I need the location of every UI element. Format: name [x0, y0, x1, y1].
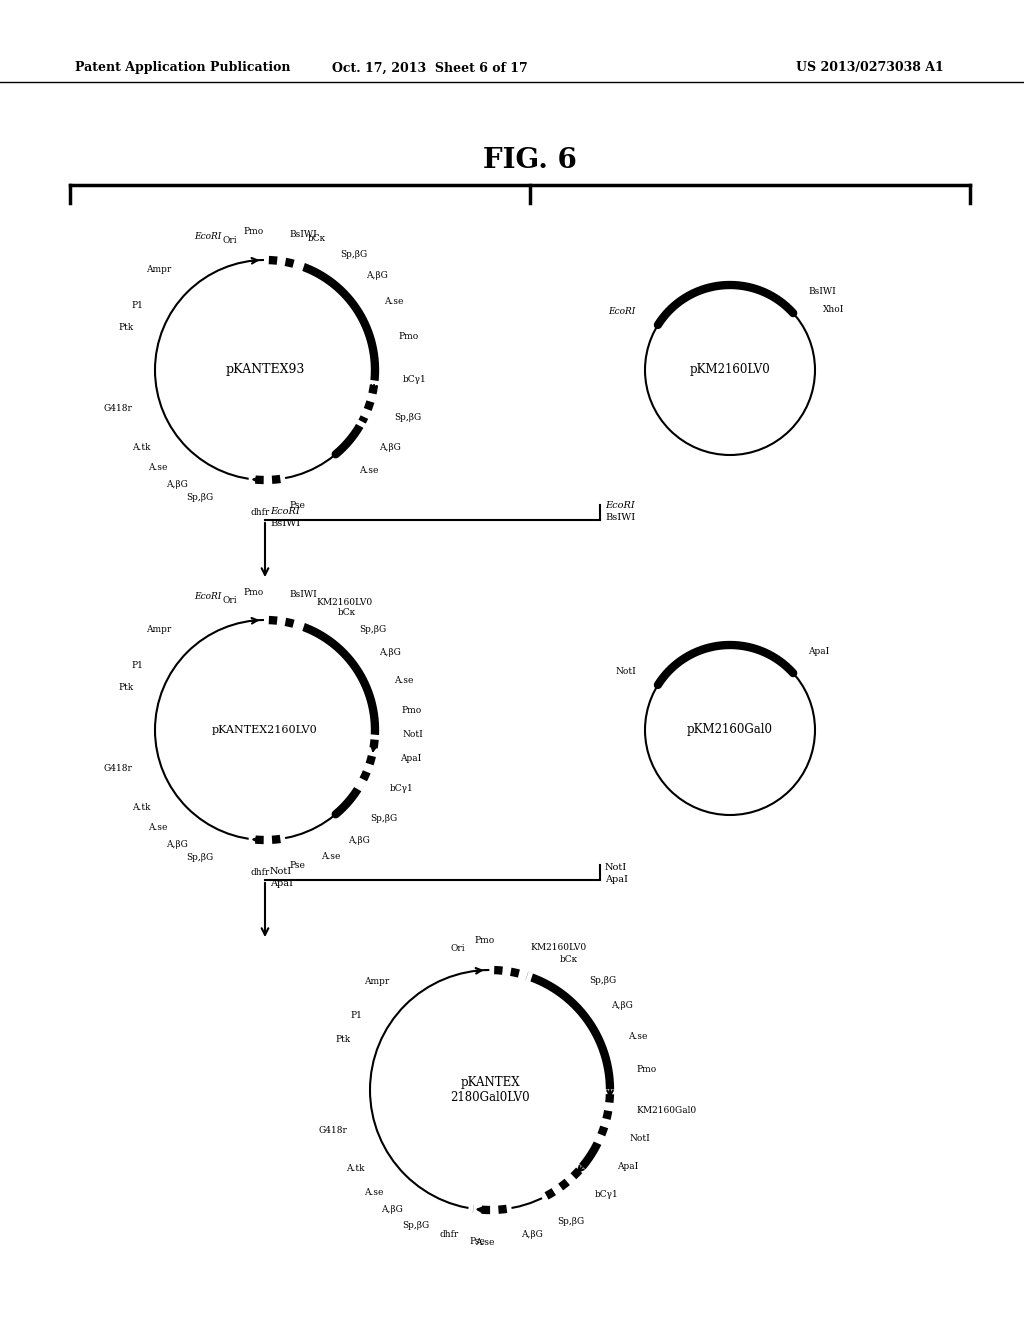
- Text: NotI: NotI: [270, 867, 292, 876]
- Text: A,βG: A,βG: [381, 1205, 403, 1214]
- Text: Pmo: Pmo: [399, 333, 419, 341]
- Text: P1: P1: [131, 301, 143, 310]
- Text: G418r: G418r: [318, 1126, 348, 1135]
- Text: Pmo: Pmo: [243, 227, 263, 235]
- Text: NotI: NotI: [605, 863, 628, 873]
- Text: Pmo: Pmo: [243, 587, 263, 597]
- Text: Sp,βG: Sp,βG: [371, 814, 398, 824]
- Text: Ampr: Ampr: [145, 624, 171, 634]
- Text: P1: P1: [131, 661, 143, 669]
- Text: A.se: A.se: [384, 297, 403, 305]
- Text: A,βG: A,βG: [348, 836, 370, 845]
- Text: BsIWI: BsIWI: [289, 230, 316, 239]
- Text: EcoRI: EcoRI: [195, 593, 222, 602]
- Text: Ptk: Ptk: [336, 1035, 351, 1044]
- Text: ApaI: ApaI: [809, 647, 829, 656]
- Text: A.se: A.se: [359, 466, 379, 475]
- Text: G418r: G418r: [103, 763, 132, 772]
- Text: Sp,βG: Sp,βG: [186, 494, 213, 503]
- Text: Ori: Ori: [223, 236, 238, 246]
- Text: NotI: NotI: [615, 667, 636, 676]
- Text: FIG. 6: FIG. 6: [483, 147, 577, 173]
- Text: bCγ1: bCγ1: [595, 1191, 618, 1199]
- Text: Sp,βG: Sp,βG: [402, 1221, 430, 1230]
- Text: ApaI: ApaI: [400, 754, 421, 763]
- Text: A.se: A.se: [148, 824, 167, 832]
- Text: Pse: Pse: [289, 862, 305, 870]
- Text: Pmo: Pmo: [475, 936, 495, 945]
- Text: EcoRI: EcoRI: [195, 232, 222, 242]
- Text: pKM2160Gal0: pKM2160Gal0: [687, 723, 773, 737]
- Text: Sp,βG: Sp,βG: [359, 624, 386, 634]
- Text: A.se: A.se: [148, 463, 167, 473]
- Text: A,βG: A,βG: [611, 1001, 633, 1010]
- Text: EcoRI: EcoRI: [270, 507, 300, 516]
- Text: G418r: G418r: [103, 404, 132, 413]
- Text: A.se: A.se: [475, 1238, 495, 1247]
- Text: Sp,βG: Sp,βG: [394, 413, 422, 421]
- Text: EcoRI: EcoRI: [608, 306, 636, 315]
- Text: pKM2160LV0: pKM2160LV0: [689, 363, 770, 376]
- Text: A.se: A.se: [628, 1032, 647, 1041]
- Text: ApaI: ApaI: [270, 879, 293, 888]
- Text: BsIWI: BsIWI: [270, 519, 300, 528]
- Text: pKANTEX
2180Gal0LV0: pKANTEX 2180Gal0LV0: [451, 1076, 529, 1104]
- Text: dhfr: dhfr: [251, 869, 269, 876]
- Text: Oct. 17, 2013  Sheet 6 of 17: Oct. 17, 2013 Sheet 6 of 17: [332, 62, 528, 74]
- Text: Ptk: Ptk: [119, 323, 134, 331]
- Text: Pse: Pse: [289, 502, 305, 511]
- Text: bCγ1: bCγ1: [402, 375, 426, 384]
- Text: bCκ: bCκ: [338, 609, 356, 618]
- Text: BsIWI: BsIWI: [809, 286, 837, 296]
- Text: Patent Application Publication: Patent Application Publication: [75, 62, 291, 74]
- Text: Sp,βG: Sp,βG: [589, 975, 616, 985]
- Text: Ptk: Ptk: [119, 682, 134, 692]
- Text: Sp,βG: Sp,βG: [186, 854, 213, 862]
- Text: A.se: A.se: [365, 1188, 384, 1197]
- Text: Ori: Ori: [451, 944, 465, 953]
- Text: P1: P1: [350, 1011, 361, 1020]
- Text: pKANTEX93: pKANTEX93: [225, 363, 305, 376]
- Text: dhfr: dhfr: [251, 508, 269, 517]
- Text: bCκ: bCκ: [559, 954, 578, 964]
- Text: Sp,βG: Sp,βG: [557, 1217, 585, 1226]
- Text: Pmo: Pmo: [637, 1065, 656, 1074]
- Text: US 2013/0273038 A1: US 2013/0273038 A1: [796, 62, 944, 74]
- Text: A,βG: A,βG: [166, 840, 187, 849]
- Text: XhoI: XhoI: [823, 305, 845, 314]
- Text: A,βG: A,βG: [521, 1230, 543, 1239]
- Text: NotI: NotI: [630, 1134, 650, 1143]
- Text: A,βG: A,βG: [366, 272, 388, 280]
- Text: pKANTEX2160LV0: pKANTEX2160LV0: [212, 725, 317, 735]
- Text: A.tk: A.tk: [132, 803, 151, 812]
- Text: A.tk: A.tk: [132, 442, 151, 451]
- Text: A.tk: A.tk: [346, 1164, 365, 1173]
- Text: Sp,βG: Sp,βG: [340, 249, 368, 259]
- Text: BsIWI: BsIWI: [605, 513, 635, 521]
- Text: Ampr: Ampr: [145, 264, 171, 273]
- Text: NotI: NotI: [402, 730, 424, 739]
- Text: ApaI: ApaI: [605, 875, 628, 884]
- Text: A.se: A.se: [394, 676, 414, 685]
- Text: A,βG: A,βG: [166, 480, 187, 488]
- Text: Ori: Ori: [223, 597, 238, 606]
- Text: dhfr: dhfr: [440, 1230, 459, 1239]
- Text: bCκ: bCκ: [307, 234, 326, 243]
- Text: Ampr: Ampr: [364, 977, 389, 986]
- Text: Pse: Pse: [469, 1237, 485, 1246]
- Text: KM2160LV0: KM2160LV0: [316, 598, 373, 607]
- Text: A,βG: A,βG: [380, 648, 401, 657]
- Text: KM2160Gal0: KM2160Gal0: [637, 1106, 696, 1115]
- Text: KM2160LV0: KM2160LV0: [530, 944, 587, 952]
- Text: BsIWI: BsIWI: [289, 590, 316, 598]
- Text: EcoRI: EcoRI: [605, 502, 635, 510]
- Text: bCγ1: bCγ1: [390, 784, 414, 793]
- Text: A,βG: A,βG: [380, 442, 401, 451]
- Text: Pmo: Pmo: [401, 706, 422, 715]
- Text: ApaI: ApaI: [616, 1162, 638, 1171]
- Text: A.se: A.se: [322, 851, 341, 861]
